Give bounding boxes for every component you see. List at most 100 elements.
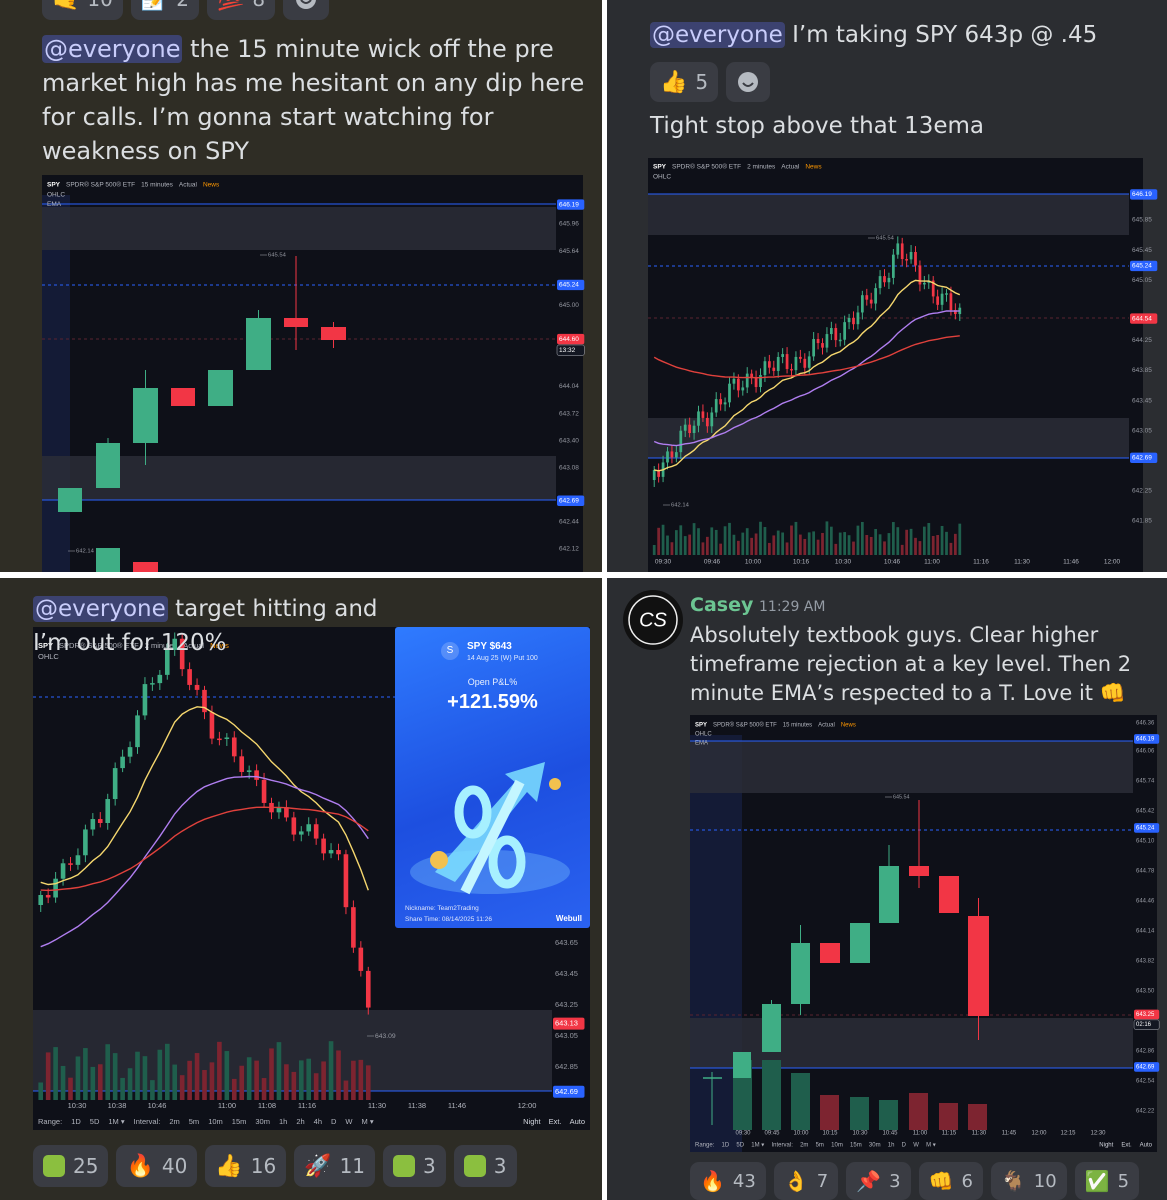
candle bbox=[852, 317, 855, 325]
volume-bar bbox=[239, 1065, 245, 1100]
candle bbox=[194, 684, 200, 690]
volume-bar bbox=[710, 527, 714, 555]
reaction[interactable]: 🐐 10 bbox=[990, 1162, 1067, 1200]
candle bbox=[939, 876, 959, 913]
toolbar-toggle[interactable]: Auto bbox=[1140, 1143, 1153, 1149]
toolbar-item[interactable]: 1M ▾ bbox=[751, 1143, 764, 1149]
card-pnl: +121.59% bbox=[447, 691, 538, 713]
price-tag bbox=[557, 495, 585, 506]
reaction[interactable]: 📌 3 bbox=[846, 1162, 911, 1200]
toolbar-item[interactable]: 1D bbox=[71, 1117, 81, 1126]
reaction[interactable]: 💯8 bbox=[207, 0, 276, 20]
toolbar-item[interactable]: 2m bbox=[169, 1117, 179, 1126]
time-label: 11:30 bbox=[368, 1101, 386, 1110]
reaction[interactable]: 3 bbox=[453, 1145, 517, 1187]
toolbar-item[interactable]: 5m bbox=[816, 1143, 824, 1149]
toolbar-item[interactable]: M ▾ bbox=[362, 1117, 374, 1126]
high-low-mark: 645.54 bbox=[893, 794, 910, 800]
reaction[interactable]: 👍 16 bbox=[205, 1145, 287, 1187]
candle bbox=[291, 817, 297, 835]
toolbar-toggle[interactable]: Ext. bbox=[1121, 1143, 1132, 1149]
toolbar-item[interactable]: 1M ▾ bbox=[108, 1117, 125, 1126]
toolbar-item[interactable]: 10m bbox=[831, 1143, 843, 1149]
candle bbox=[692, 425, 696, 433]
candle bbox=[891, 254, 895, 278]
price-tag-label: 645.24 bbox=[559, 282, 579, 289]
toolbar-item[interactable]: W bbox=[913, 1143, 919, 1149]
candle bbox=[732, 378, 736, 384]
candle bbox=[909, 866, 929, 876]
toolbar-item[interactable]: 1h bbox=[888, 1143, 895, 1149]
candle bbox=[869, 299, 873, 304]
price-tag bbox=[1134, 1009, 1160, 1020]
zone bbox=[42, 207, 556, 250]
toolbar-item[interactable]: W bbox=[345, 1117, 353, 1126]
toolbar-item[interactable]: 5D bbox=[736, 1143, 744, 1149]
toolbar-item[interactable]: 15m bbox=[232, 1117, 247, 1126]
toolbar-item[interactable]: 15m bbox=[850, 1143, 862, 1149]
zone bbox=[690, 741, 1133, 793]
candle bbox=[883, 276, 886, 283]
reaction[interactable]: 🤙 10 bbox=[42, 0, 123, 20]
ema-line bbox=[653, 310, 960, 447]
candle bbox=[53, 878, 58, 898]
toolbar-toggle[interactable]: Auto bbox=[570, 1117, 585, 1126]
candle bbox=[914, 251, 917, 266]
toolbar-item[interactable]: 10m bbox=[208, 1117, 223, 1126]
toolbar-item[interactable]: 2m bbox=[800, 1143, 808, 1149]
candle bbox=[96, 548, 120, 572]
reaction[interactable]: 👍 5 bbox=[650, 62, 719, 102]
candle bbox=[821, 343, 824, 348]
card-icon: S bbox=[441, 642, 459, 660]
volume-bar bbox=[60, 1065, 66, 1100]
candle bbox=[231, 737, 237, 757]
candle bbox=[772, 367, 776, 371]
toolbar-item[interactable]: Interval: bbox=[134, 1117, 161, 1126]
chart-header: SPY bbox=[695, 723, 707, 729]
candle bbox=[887, 277, 891, 283]
toolbar-item[interactable]: 30m bbox=[255, 1117, 270, 1126]
volume-bar bbox=[869, 536, 873, 555]
toolbar-item[interactable]: Interval: bbox=[772, 1143, 794, 1149]
toolbar-item[interactable]: D bbox=[331, 1117, 337, 1126]
high-low-mark: 645.54 bbox=[268, 253, 287, 259]
toolbar-toggle[interactable]: Night bbox=[1099, 1143, 1113, 1149]
volume-bar bbox=[850, 1097, 869, 1130]
toolbar-item[interactable]: 4h bbox=[314, 1117, 322, 1126]
toolbar-toggle[interactable]: Night bbox=[523, 1117, 541, 1126]
reaction[interactable]: 🔥 40 bbox=[116, 1145, 198, 1187]
chart-header: 2 minutes bbox=[747, 164, 776, 171]
time-label: 10:30 bbox=[835, 559, 852, 566]
toolbar-item[interactable]: 5D bbox=[90, 1117, 100, 1126]
reaction[interactable]: 👊 6 bbox=[918, 1162, 983, 1200]
toolbar-item[interactable]: 30m bbox=[869, 1143, 881, 1149]
toolbar-item[interactable]: Range: bbox=[38, 1117, 62, 1126]
toolbar-item[interactable]: 2h bbox=[296, 1117, 304, 1126]
volume-bar bbox=[202, 1070, 207, 1100]
toolbar-item[interactable]: D bbox=[902, 1143, 907, 1149]
reaction[interactable]: ✅ 5 bbox=[1074, 1162, 1140, 1200]
price-tag-label: 645.24 bbox=[1132, 263, 1152, 270]
reaction[interactable]: 3 bbox=[383, 1145, 446, 1187]
reaction[interactable]: 🔥 43 bbox=[690, 1162, 766, 1200]
add-reaction[interactable] bbox=[726, 62, 771, 102]
add-reaction[interactable] bbox=[283, 0, 330, 20]
indicator-label: OHLC bbox=[695, 732, 712, 738]
toolbar-item[interactable]: Range: bbox=[695, 1143, 715, 1149]
candle bbox=[794, 356, 798, 371]
divider bbox=[0, 572, 1167, 578]
toolbar-item[interactable]: M ▾ bbox=[926, 1143, 936, 1149]
price-tag bbox=[553, 1085, 585, 1098]
reaction[interactable]: 👌 7 bbox=[773, 1162, 839, 1200]
reaction[interactable]: 🚀 11 bbox=[294, 1145, 376, 1187]
volume-bar bbox=[112, 1053, 118, 1100]
volume-bar bbox=[692, 523, 696, 555]
toolbar-item[interactable]: 1h bbox=[279, 1117, 287, 1126]
toolbar-item[interactable]: 5m bbox=[189, 1117, 199, 1126]
toolbar-toggle[interactable]: Ext. bbox=[549, 1117, 562, 1126]
reaction[interactable]: 📝2 bbox=[130, 0, 199, 20]
toolbar-item[interactable]: 1D bbox=[722, 1143, 730, 1149]
candle bbox=[351, 907, 356, 948]
candle bbox=[767, 361, 771, 368]
reaction[interactable]: 25 bbox=[33, 1145, 109, 1187]
